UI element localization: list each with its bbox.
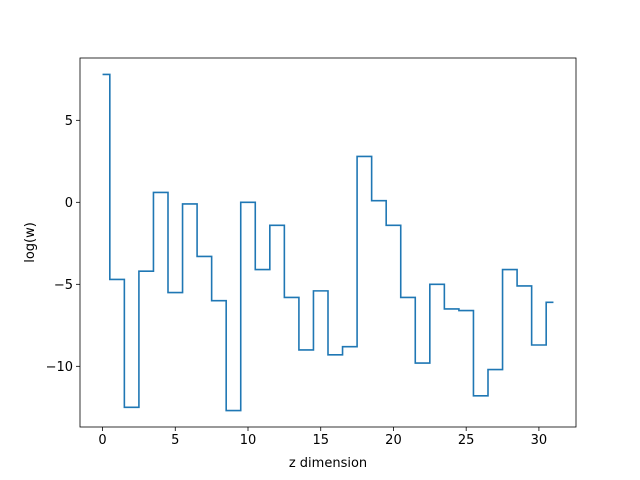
x-tick-label: 15 — [312, 433, 329, 448]
x-tick-label: 5 — [171, 433, 179, 448]
x-axis-ticks: 0 5 10 15 20 25 30 — [98, 427, 547, 448]
y-tick-label: 0 — [65, 196, 73, 211]
y-axis-ticks: 5 0 −5 −10 — [46, 114, 80, 375]
series-layer — [102, 73, 554, 412]
x-tick-label: 25 — [458, 433, 475, 448]
y-tick-label: −5 — [54, 278, 73, 293]
series-line-0 — [102, 73, 554, 412]
x-tick-label: 30 — [531, 433, 548, 448]
y-tick-label: −10 — [46, 360, 73, 375]
x-tick-label: 0 — [98, 433, 106, 448]
y-tick-label: 5 — [65, 114, 73, 129]
x-axis-label: z dimension — [289, 456, 367, 471]
x-tick-label: 10 — [240, 433, 257, 448]
y-axis-label: log(w) — [23, 222, 38, 263]
x-tick-label: 20 — [385, 433, 402, 448]
plot-area-frame — [79, 57, 577, 428]
